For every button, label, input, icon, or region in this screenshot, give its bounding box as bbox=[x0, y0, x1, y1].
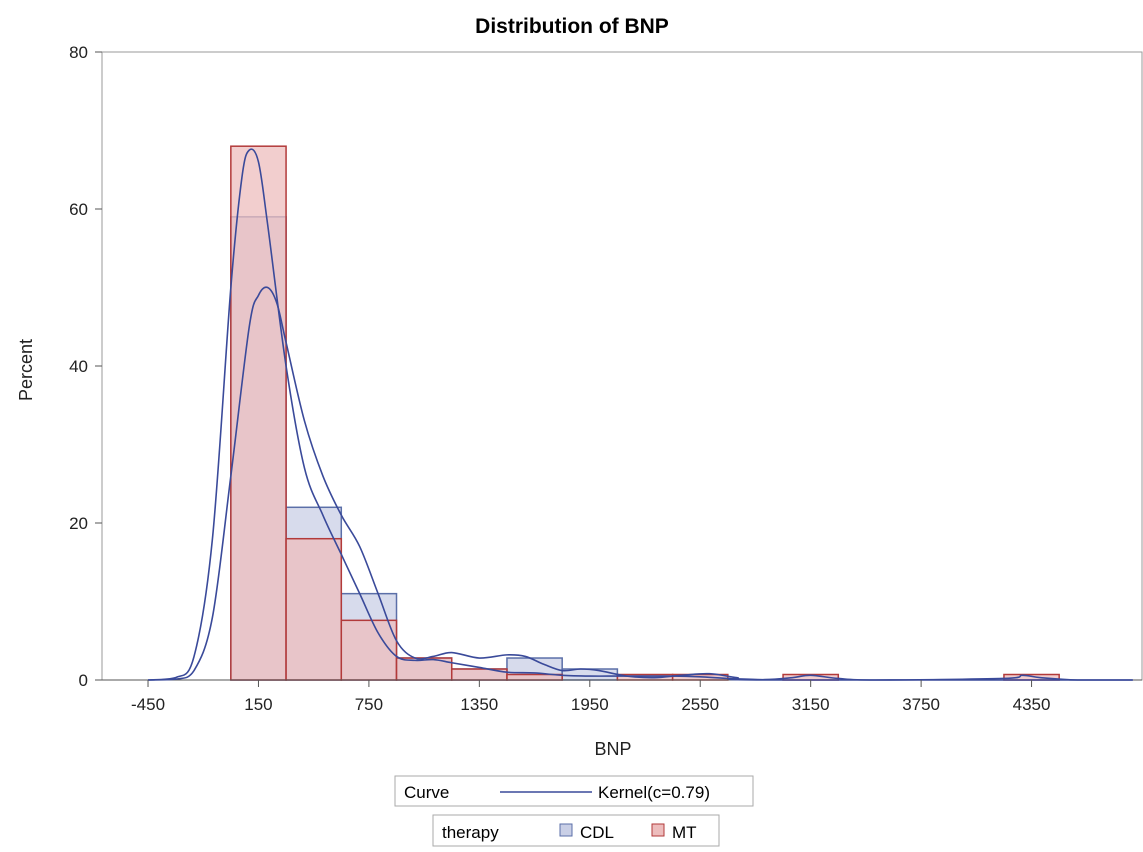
chart-title: Distribution of BNP bbox=[475, 15, 669, 38]
x-tick-label: 3150 bbox=[792, 695, 830, 714]
kernel-curve-cdl bbox=[147, 286, 1133, 681]
x-tick-label: 750 bbox=[355, 695, 383, 714]
legend-therapy: therapy CDL MT bbox=[432, 814, 720, 847]
x-tick-label: 150 bbox=[244, 695, 272, 714]
x-tick-label: 2550 bbox=[681, 695, 719, 714]
y-tick-label: 0 bbox=[79, 671, 88, 690]
legend-curve-entry: Kernel(c=0.79) bbox=[598, 783, 710, 802]
bar-mt-0 bbox=[230, 145, 287, 681]
legend-entry-mt: MT bbox=[672, 823, 697, 842]
bar-mt-600 bbox=[340, 619, 398, 681]
legend-therapy-title: therapy bbox=[442, 823, 499, 842]
x-axis: -450 150 750 1350 1950 2550 3150 3750 4350 bbox=[131, 680, 1050, 714]
legend-curve-box bbox=[394, 775, 754, 807]
kernel-curve-mt bbox=[147, 148, 1133, 681]
y-axis: 0 20 40 60 80 bbox=[69, 43, 102, 690]
legend-curve: Curve Kernel(c=0.79) bbox=[394, 775, 754, 807]
x-axis-label: BNP bbox=[594, 739, 631, 759]
y-tick-label: 80 bbox=[69, 43, 88, 62]
legend-therapy-box bbox=[432, 814, 720, 847]
y-tick-label: 40 bbox=[69, 357, 88, 376]
y-tick-label: 20 bbox=[69, 514, 88, 533]
x-tick-label: 4350 bbox=[1013, 695, 1051, 714]
x-tick-label: 1350 bbox=[460, 695, 498, 714]
bars-layer bbox=[102, 145, 1142, 681]
kernel-curves-layer bbox=[147, 148, 1133, 681]
legend-entry-cdl: CDL bbox=[580, 823, 614, 842]
bar-mt-300 bbox=[285, 537, 343, 681]
x-tick-label: -450 bbox=[131, 695, 165, 714]
x-tick-label: 1950 bbox=[571, 695, 609, 714]
legend-swatch-mt bbox=[651, 823, 665, 837]
legend-swatch-cdl bbox=[559, 823, 573, 837]
y-tick-label: 60 bbox=[69, 200, 88, 219]
legend-curve-title: Curve bbox=[404, 783, 449, 802]
x-tick-label: 3750 bbox=[902, 695, 940, 714]
y-axis-label: Percent bbox=[16, 339, 36, 401]
